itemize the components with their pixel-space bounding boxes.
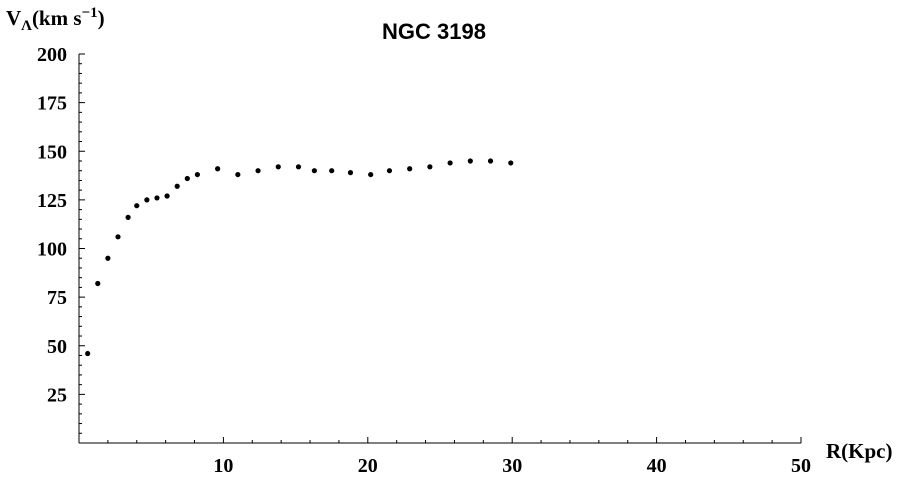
x-tick-label: 20 bbox=[358, 455, 378, 477]
data-point bbox=[311, 168, 317, 174]
y-tick-label: 200 bbox=[37, 44, 67, 66]
data-point bbox=[144, 197, 150, 203]
data-point bbox=[194, 171, 201, 178]
data-point bbox=[368, 171, 374, 178]
data-point bbox=[427, 164, 433, 170]
y-tick-label: 25 bbox=[47, 384, 67, 406]
y-axis-label: VΛ(km s−1) bbox=[6, 5, 105, 34]
data-point bbox=[164, 193, 170, 199]
y-axis-label-subscript: Λ bbox=[21, 18, 32, 34]
data-point bbox=[329, 168, 335, 174]
y-axis-label-exponent: −1 bbox=[82, 5, 98, 21]
y-tick-label: 75 bbox=[47, 287, 67, 309]
tick-labels: 10 20 30 40 50 25 50 75 100 125 150 175 200 bbox=[37, 44, 811, 477]
data-point bbox=[95, 280, 101, 287]
y-tick-label: 150 bbox=[37, 141, 67, 163]
data-point bbox=[407, 166, 413, 172]
data-point bbox=[255, 168, 261, 174]
data-point bbox=[215, 166, 221, 172]
major-ticks bbox=[79, 53, 802, 443]
y-tick-label: 125 bbox=[37, 190, 67, 212]
x-tick-label: 30 bbox=[502, 455, 522, 477]
data-point bbox=[134, 203, 140, 209]
data-point bbox=[447, 160, 453, 166]
data-point bbox=[487, 158, 494, 164]
data-point bbox=[125, 214, 131, 220]
y-tick-label: 50 bbox=[47, 336, 67, 358]
data-points bbox=[85, 158, 514, 357]
y-tick-label: 100 bbox=[37, 239, 67, 261]
data-point bbox=[154, 195, 160, 201]
y-tick-label: 175 bbox=[37, 93, 67, 115]
data-point bbox=[508, 160, 514, 166]
y-axis-label-base: V bbox=[6, 6, 21, 30]
data-point bbox=[184, 175, 190, 182]
x-axis-label: R(Kpc) bbox=[826, 439, 893, 463]
data-point bbox=[386, 168, 393, 174]
data-point bbox=[295, 164, 302, 170]
y-axis-label-unit: (km s bbox=[32, 6, 82, 30]
chart-title: NGC 3198 bbox=[382, 19, 486, 44]
x-tick-label: 40 bbox=[647, 455, 667, 477]
data-point bbox=[235, 171, 241, 178]
data-point bbox=[275, 164, 281, 170]
data-point bbox=[85, 350, 91, 357]
data-point bbox=[347, 170, 354, 176]
x-tick-label: 50 bbox=[791, 455, 811, 477]
data-point bbox=[174, 183, 180, 189]
data-point bbox=[105, 255, 111, 261]
data-point bbox=[115, 234, 121, 240]
x-tick-label: 10 bbox=[213, 455, 233, 477]
y-axis-label-close: ) bbox=[98, 6, 105, 30]
data-point bbox=[467, 158, 473, 164]
minor-ticks bbox=[79, 63, 773, 443]
